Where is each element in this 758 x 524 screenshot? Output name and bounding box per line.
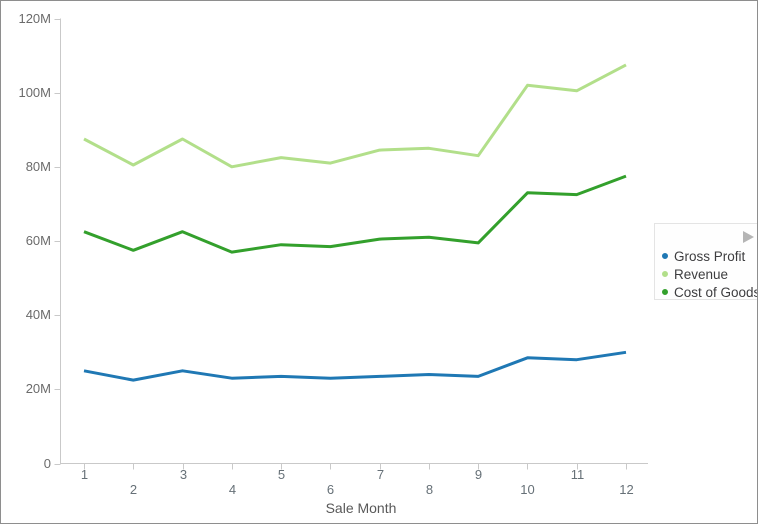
x-tick-label: 3 (179, 467, 188, 482)
legend-item-revenue[interactable]: Revenue (662, 265, 757, 283)
legend-panel: Gross Profit Revenue Cost of Goods (654, 223, 758, 301)
x-tick-label: 11 (570, 467, 585, 482)
y-tick-label: 120M (18, 11, 51, 26)
x-tick-label: 10 (520, 482, 535, 497)
y-tick-label: 80M (25, 159, 51, 174)
x-tick-label: 6 (326, 482, 335, 497)
x-tick-label: 7 (376, 467, 385, 482)
y-tick-label: 100M (18, 85, 51, 100)
legend-label-gross-profit: Gross Profit (674, 248, 746, 264)
y-tick-label: 40M (25, 307, 51, 322)
x-tick-label: 8 (425, 482, 434, 497)
y-tick-label: 20M (25, 381, 51, 396)
legend-item-gross-profit[interactable]: Gross Profit (662, 247, 757, 265)
x-tick-label: 9 (474, 467, 483, 482)
legend-marker-gross-profit-icon (662, 253, 668, 259)
x-axis-title: Sale Month (325, 500, 397, 516)
legend-marker-cost-of-goods-icon (662, 289, 668, 295)
legend-label-cost-of-goods: Cost of Goods (674, 284, 758, 300)
legend-marker-revenue-icon (662, 271, 668, 277)
legend-items: Gross Profit Revenue Cost of Goods (662, 247, 758, 301)
x-tick-label: 12 (619, 482, 634, 497)
legend-collapse-icon[interactable] (743, 231, 754, 243)
series-line-revenue (83, 63, 627, 169)
y-tick-label: 60M (25, 233, 51, 248)
legend-label-revenue: Revenue (674, 266, 729, 282)
x-tick-label: 5 (277, 467, 286, 482)
x-tick-label: 2 (129, 482, 138, 497)
y-tick-label: 0 (43, 456, 51, 471)
legend-item-cost-of-goods[interactable]: Cost of Goods (662, 283, 758, 301)
series-line-cost-of-goods (83, 174, 627, 254)
series-line-gross-profit (83, 350, 627, 382)
x-tick-label: 4 (228, 482, 237, 497)
axis-lines (60, 18, 648, 464)
x-tick-label: 1 (80, 467, 89, 482)
